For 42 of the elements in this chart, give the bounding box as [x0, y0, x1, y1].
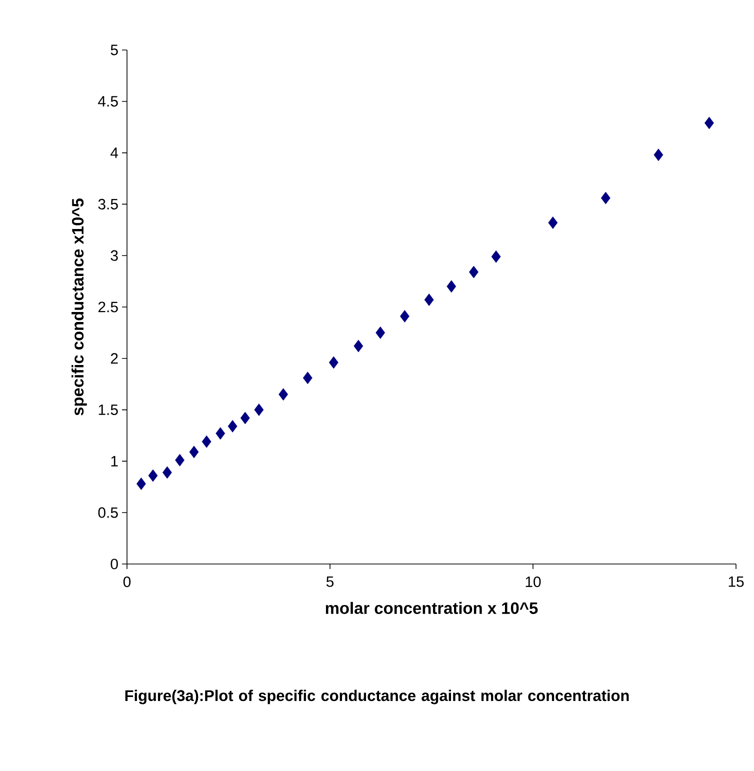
x-tick-label: 15 — [728, 576, 744, 587]
x-tick-label: 5 — [326, 576, 334, 587]
y-tick-label: 2 — [110, 353, 118, 364]
text: Figure(3a):Plot of specific conductance against molar concentration — [125, 690, 629, 704]
y-tick-label: 1 — [111, 456, 118, 466]
point — [654, 148, 664, 162]
y-tick-label: 4.5 — [98, 96, 118, 107]
y-tick-label: 4 — [110, 148, 118, 158]
point — [446, 280, 456, 293]
point — [148, 469, 158, 482]
point — [302, 372, 312, 384]
point — [162, 466, 172, 479]
point — [240, 412, 250, 424]
point — [491, 250, 501, 263]
point — [354, 340, 364, 352]
point — [136, 478, 146, 490]
y-tick-label: 3 — [110, 250, 118, 261]
point — [400, 310, 410, 322]
point — [278, 388, 288, 401]
x-tick-label: 0 — [123, 576, 131, 588]
point — [469, 266, 478, 278]
x-tick-label: 10 — [526, 576, 541, 588]
point — [328, 356, 338, 369]
y-tick-label: 0 — [110, 558, 118, 570]
point — [600, 192, 610, 204]
y-axis-title: specific conductance x10^5 — [72, 198, 87, 416]
point — [175, 454, 184, 466]
y-tick-label: 3.5 — [98, 198, 118, 210]
point — [189, 446, 199, 458]
x-axis-title: molar concentration x 10^5 — [326, 602, 538, 614]
point — [228, 420, 238, 432]
point — [202, 435, 212, 448]
point — [424, 294, 434, 306]
y-tick-label: 2.5 — [98, 302, 118, 312]
y-tick-label: 1.5 — [98, 404, 118, 415]
y-tick-label: 0.5 — [98, 507, 118, 518]
point — [216, 427, 226, 440]
point — [254, 404, 264, 416]
y-tick-label: 5 — [110, 44, 118, 56]
point — [548, 216, 558, 229]
point — [376, 326, 386, 339]
point — [704, 116, 714, 130]
